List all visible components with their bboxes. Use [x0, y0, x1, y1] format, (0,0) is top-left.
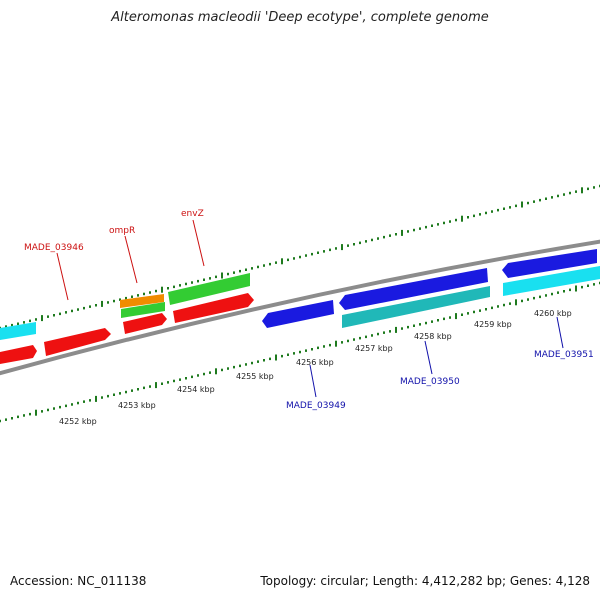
gene-feature[interactable] [0, 322, 36, 340]
gene-label-ompr[interactable]: ompR [109, 226, 135, 236]
gene-feature[interactable] [173, 293, 254, 323]
gene-feature[interactable] [342, 286, 490, 328]
gene-feature[interactable] [502, 249, 597, 278]
gene-feature[interactable] [339, 268, 488, 310]
tick-label: 4255 kbp [236, 372, 274, 381]
inner-tick-ring [0, 281, 600, 423]
tick-label: 4260 kbp [534, 309, 572, 318]
gene-feature[interactable] [168, 273, 250, 305]
accession-text: Accession: NC_011138 [10, 574, 147, 588]
tick-label: 4253 kbp [118, 401, 156, 410]
label-leader-line [192, 219, 205, 267]
outer-tick-ring [0, 184, 600, 330]
label-leader-line [309, 364, 317, 398]
reverse-genes [262, 249, 600, 328]
tick-label: 4259 kbp [474, 320, 512, 329]
label-leader-line [56, 252, 69, 301]
genome-summary-text: Topology: circular; Length: 4,412,282 bp… [260, 574, 590, 588]
gene-label-made-03950[interactable]: MADE_03950 [400, 377, 460, 387]
gene-feature[interactable] [0, 345, 37, 364]
genome-title: Alteromonas macleodii 'Deep ecotype', co… [111, 10, 489, 25]
label-leader-line [424, 340, 433, 375]
gene-feature[interactable] [44, 328, 111, 356]
gene-feature[interactable] [262, 300, 334, 328]
genome-backbone [0, 239, 600, 376]
forward-genes [0, 273, 254, 364]
tick-label: 4252 kbp [59, 417, 97, 426]
gene-feature[interactable] [503, 266, 600, 296]
tick-label: 4254 kbp [177, 385, 215, 394]
gene-label-made-03949[interactable]: MADE_03949 [286, 401, 346, 411]
label-leader-line [124, 235, 138, 284]
gene-feature[interactable] [123, 313, 167, 334]
label-leader-line [556, 316, 564, 349]
tick-label: 4258 kbp [414, 332, 452, 341]
gene-feature[interactable] [121, 302, 165, 318]
gene-label-made-03946[interactable]: MADE_03946 [24, 243, 84, 253]
tick-label: 4256 kbp [296, 358, 334, 367]
gene-feature[interactable] [120, 294, 164, 308]
gene-label-envz[interactable]: envZ [181, 209, 204, 219]
tick-label: 4257 kbp [355, 344, 393, 353]
gene-label-made-03951[interactable]: MADE_03951 [534, 350, 594, 360]
